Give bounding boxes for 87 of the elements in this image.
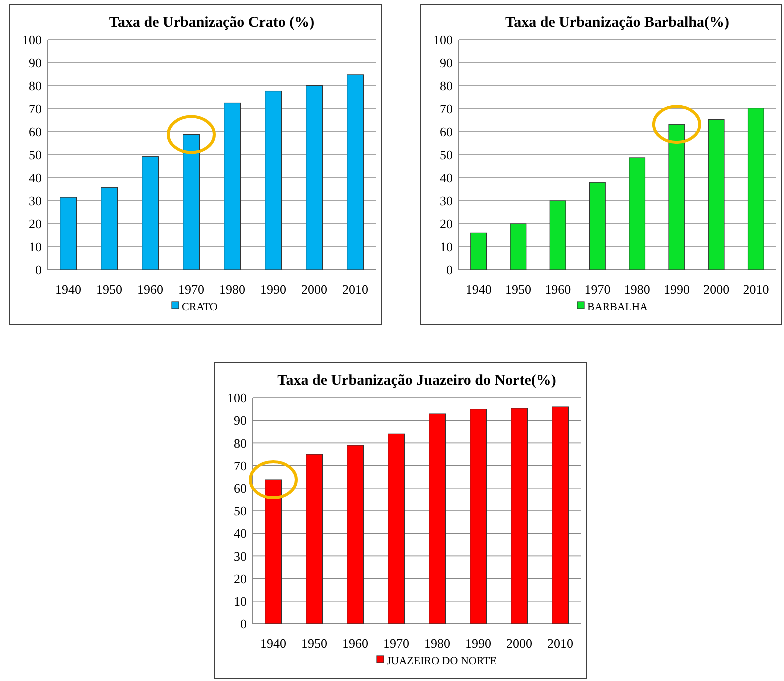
y-tick-label: 20 <box>440 216 453 232</box>
x-tick-label: 1940 <box>260 636 286 651</box>
y-tick-label: 10 <box>29 240 42 255</box>
x-tick-label: 1970 <box>178 282 204 297</box>
x-tick-label: 2010 <box>342 282 368 297</box>
x-tick-label: 2010 <box>548 636 574 651</box>
bar <box>224 102 241 270</box>
y-tick-label: 50 <box>234 504 247 519</box>
y-tick-label: 20 <box>29 216 42 232</box>
y-tick-label: 70 <box>29 102 42 117</box>
x-tick-label: 1980 <box>220 282 246 297</box>
legend-label: BARBALHA <box>588 301 648 314</box>
x-tick-label: 1980 <box>424 636 450 651</box>
y-tick-label: 10 <box>234 594 247 609</box>
bar <box>388 434 405 624</box>
x-tick-label: 2010 <box>743 282 770 297</box>
bar <box>265 480 282 624</box>
y-tick-label: 40 <box>440 170 453 186</box>
bar <box>510 224 527 270</box>
y-tick-label: 100 <box>434 32 453 48</box>
bar <box>429 414 446 624</box>
bar <box>183 134 200 270</box>
y-tick-label: 60 <box>29 124 42 140</box>
y-tick-label: 60 <box>440 124 453 140</box>
bar <box>306 85 323 270</box>
chart-title: Taxa de Urbanização Juazeiro do Norte(%) <box>278 373 556 389</box>
y-tick-label: 0 <box>36 262 42 278</box>
y-tick-label: 80 <box>234 436 247 451</box>
y-tick-label: 70 <box>234 458 247 474</box>
bar <box>347 445 364 624</box>
y-tick-label: 90 <box>29 56 42 71</box>
y-tick-label: 80 <box>440 78 453 94</box>
bar <box>265 90 282 270</box>
bar <box>668 124 686 270</box>
y-tick-label: 70 <box>440 102 453 117</box>
y-tick-label: 60 <box>234 480 247 496</box>
bar <box>550 200 566 270</box>
x-tick-label: 1940 <box>56 282 82 297</box>
x-tick-label: 1960 <box>138 282 164 297</box>
bar <box>101 187 118 270</box>
x-tick-label: 1950 <box>302 636 328 651</box>
y-tick-label: 90 <box>440 56 453 71</box>
chart-title: Taxa de Urbanização Crato (%) <box>109 15 315 31</box>
x-tick-label: 1980 <box>624 282 650 297</box>
bar <box>142 156 159 270</box>
x-tick-label: 1940 <box>466 282 492 297</box>
legend-label: CRATO <box>182 301 218 314</box>
bar <box>629 158 646 270</box>
x-tick-label: 1990 <box>466 636 492 651</box>
y-tick-label: 50 <box>29 148 42 163</box>
y-tick-label: 20 <box>234 571 247 586</box>
x-tick-label: 1970 <box>584 282 611 297</box>
x-tick-label: 1950 <box>96 282 122 297</box>
bar <box>470 409 487 624</box>
y-tick-label: 90 <box>234 413 247 428</box>
y-tick-label: 10 <box>440 240 453 255</box>
y-tick-label: 100 <box>22 32 42 48</box>
y-tick-label: 0 <box>446 262 453 278</box>
bar <box>60 197 77 270</box>
bar <box>748 108 764 270</box>
y-tick-label: 80 <box>29 78 42 94</box>
x-tick-label: 2000 <box>302 282 328 297</box>
y-tick-label: 40 <box>234 526 247 542</box>
y-tick-label: 30 <box>234 548 247 564</box>
legend-label: JUAZEIRO DO NORTE <box>387 655 498 668</box>
chart-title: Taxa de Urbanização Barbalha(%) <box>505 15 730 31</box>
y-tick-label: 100 <box>228 390 247 406</box>
y-tick-label: 50 <box>440 148 453 163</box>
x-tick-label: 1960 <box>342 636 368 651</box>
y-tick-label: 0 <box>240 616 247 632</box>
x-tick-label: 1960 <box>545 282 572 297</box>
bar <box>470 232 488 270</box>
x-tick-label: 2000 <box>506 636 532 651</box>
bar <box>511 408 528 624</box>
x-tick-label: 1970 <box>384 636 410 651</box>
bar <box>552 406 569 624</box>
bar <box>589 182 606 270</box>
x-tick-label: 2000 <box>704 282 730 297</box>
bar <box>708 120 725 270</box>
x-tick-label: 1990 <box>664 282 690 297</box>
x-tick-label: 1950 <box>505 282 532 297</box>
x-tick-label: 1990 <box>260 282 286 297</box>
bar <box>306 454 323 624</box>
y-tick-label: 30 <box>440 194 453 209</box>
bar <box>347 74 364 270</box>
y-tick-label: 30 <box>29 194 42 209</box>
y-tick-label: 40 <box>29 170 42 186</box>
